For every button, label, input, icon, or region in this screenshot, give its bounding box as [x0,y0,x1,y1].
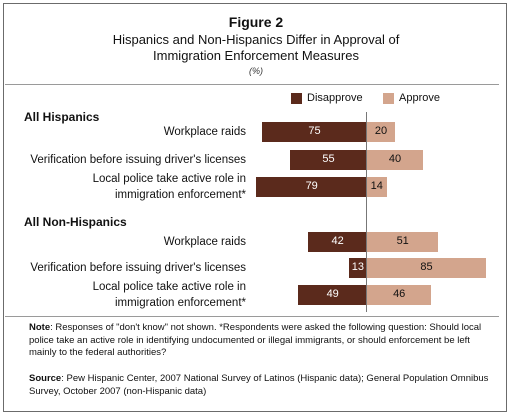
row-label-line: immigration enforcement* [114,297,246,309]
data-label-disapprove: 79 [305,180,318,192]
row-label-line: Workplace raids [163,236,246,248]
units-label: (%) [249,66,263,76]
bar-approve [367,122,395,142]
chart-title-line-2: Immigration Enforcement Measures [153,48,359,63]
chart-title-line-1: Hispanics and Non-Hispanics Differ in Ap… [112,32,400,47]
legend-approve-label: Approve [399,92,440,104]
note-body: : Responses of "don't know" not shown. *… [29,322,482,358]
row-label-line: immigration enforcement* [114,189,246,201]
row-label-line: Workplace raids [163,126,246,138]
row-label-line: Verification before issuing driver's lic… [30,262,246,274]
data-label-approve: 46 [393,288,406,300]
data-label-approve: 40 [388,153,402,165]
bar-approve [367,232,439,252]
bottom-divider [5,316,499,317]
legend-approve-swatch [383,92,394,104]
source-text: Source: Pew Hispanic Center, 2007 Nation… [29,373,489,398]
bar-disapprove [298,285,367,305]
zero-axis-line [366,112,367,312]
legend-approve: Approve [383,92,440,104]
source-body: : Pew Hispanic Center, 2007 National Sur… [29,373,489,397]
data-label-disapprove: 13 [351,261,365,273]
data-label-approve: 51 [396,235,409,247]
group-heading: All Hispanics [24,110,100,124]
data-label-approve: 85 [420,261,433,273]
group-heading: All Non-Hispanics [24,215,127,229]
row-label: Verification before issuing driver's lic… [30,260,246,276]
row-label: Workplace raids [164,234,246,250]
row-label: Verification before issuing driver's lic… [30,152,246,168]
data-label-disapprove: 42 [331,235,344,247]
row-label: Local police take active role in immigrat… [93,279,246,311]
bar-approve [367,177,387,197]
row-label: Workplace raids [164,124,246,140]
chart-title: Hispanics and Non-Hispanics Differ in Ap… [0,32,512,64]
bar-approve [367,285,432,305]
bar-approve [367,258,486,278]
figure-label: Figure 2 [228,14,284,30]
data-label-approve: 20 [374,125,388,137]
data-label-disapprove: 75 [308,125,321,137]
bar-disapprove [262,122,367,142]
legend-disapprove: Disapprove [291,92,363,104]
data-label-disapprove: 49 [326,288,339,300]
source-label: Source [29,373,62,384]
row-label-line: Local police take active role in [92,173,246,185]
top-divider [5,84,499,85]
row-label-line: Verification before issuing driver's lic… [30,154,246,166]
bar-disapprove [308,232,367,252]
row-label-line: Local police take active role in [92,281,246,293]
bar-disapprove [348,258,367,278]
note-text: Note: Responses of "don't know" not show… [29,322,489,360]
bar-disapprove [290,150,367,170]
data-label-approve: 14 [370,180,383,192]
row-label: Local police take active role in immigrat… [93,171,246,203]
data-label-disapprove: 55 [322,153,335,165]
figure-frame [3,3,507,412]
legend-disapprove-label: Disapprove [307,92,363,104]
bar-approve [367,150,423,170]
legend-disapprove-swatch [291,92,302,104]
bar-disapprove [256,177,367,197]
note-label: Note [29,322,51,333]
